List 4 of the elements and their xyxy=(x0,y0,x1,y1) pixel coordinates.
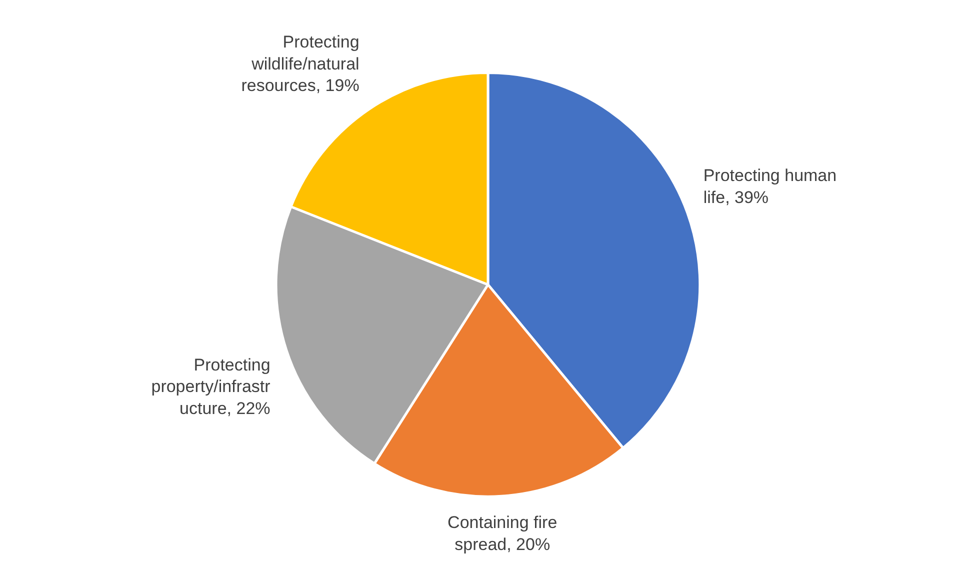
slice-label: Containing fire spread, 20% xyxy=(448,513,558,554)
slice-label: Protecting human life, 39% xyxy=(703,166,837,208)
slice-label: Protecting property/infrastructure, 22% xyxy=(151,355,271,418)
slice-label: Protecting wildlife/natural resources, 19% xyxy=(241,32,360,96)
